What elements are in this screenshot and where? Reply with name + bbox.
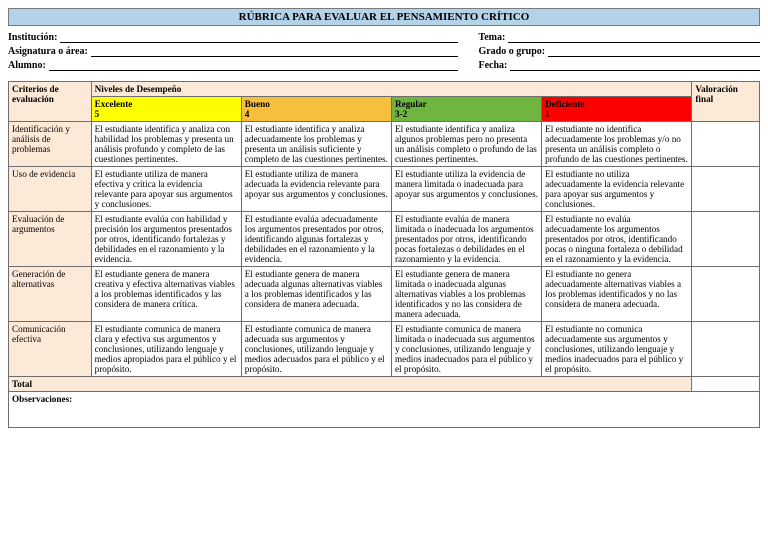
table-row: Uso de evidenciaEl estudiante utiliza de… — [9, 167, 760, 212]
criterion-cell: Identificación y análisis de problemas — [9, 122, 92, 167]
table-row: Identificación y análisis de problemasEl… — [9, 122, 760, 167]
field-line[interactable] — [510, 60, 760, 71]
descriptor-cell: El estudiante utiliza de manera efectiva… — [91, 167, 241, 212]
page-title: RÚBRICA PARA EVALUAR EL PENSAMIENTO CRÍT… — [8, 8, 760, 26]
header-right: Tema: Grado o grupo: Fecha: — [478, 32, 760, 71]
level-name: Deficiente — [545, 99, 688, 109]
field-label: Fecha: — [478, 60, 507, 71]
table-row: Generación de alternativasEl estudiante … — [9, 267, 760, 322]
descriptor-cell: El estudiante comunica de manera adecuad… — [241, 322, 391, 377]
table-row: Evaluación de argumentosEl estudiante ev… — [9, 212, 760, 267]
field-line[interactable] — [548, 46, 760, 57]
level-name: Bueno — [245, 99, 388, 109]
descriptor-cell: El estudiante comunica de manera limitad… — [391, 322, 541, 377]
level-num: 1 — [545, 109, 688, 119]
valoracion-cell[interactable] — [692, 122, 760, 167]
level-num: 5 — [95, 109, 238, 119]
criterion-cell: Generación de alternativas — [9, 267, 92, 322]
level-bueno: Bueno 4 — [241, 97, 391, 122]
criterion-cell: Uso de evidencia — [9, 167, 92, 212]
observaciones[interactable]: Observaciones: — [9, 392, 760, 428]
field-line[interactable] — [49, 60, 459, 71]
field-line[interactable] — [60, 32, 458, 43]
level-name: Excelente — [95, 99, 238, 109]
niveles-header: Niveles de Desempeño — [91, 82, 692, 97]
descriptor-cell: El estudiante no identifica adecuadament… — [542, 122, 692, 167]
descriptor-cell: El estudiante evalúa adecuadamente los a… — [241, 212, 391, 267]
valoracion-cell[interactable] — [692, 212, 760, 267]
level-deficiente: Deficiente 1 — [542, 97, 692, 122]
total-value[interactable] — [692, 377, 760, 392]
field-label: Alumno: — [8, 60, 46, 71]
field-line[interactable] — [91, 46, 459, 57]
descriptor-cell: El estudiante no comunica adecuadamente … — [542, 322, 692, 377]
descriptor-cell: El estudiante evalúa con habilidad y pre… — [91, 212, 241, 267]
descriptor-cell: El estudiante no genera adecuadamente al… — [542, 267, 692, 322]
descriptor-cell: El estudiante no utiliza adecuadamente l… — [542, 167, 692, 212]
field-tema: Tema: — [478, 32, 760, 43]
field-institucion: Institución: — [8, 32, 458, 43]
field-line[interactable] — [508, 32, 760, 43]
descriptor-cell: El estudiante utiliza la evidencia de ma… — [391, 167, 541, 212]
level-num: 4 — [245, 109, 388, 119]
descriptor-cell: El estudiante comunica de manera clara y… — [91, 322, 241, 377]
descriptor-cell: El estudiante genera de manera adecuada … — [241, 267, 391, 322]
descriptor-cell: El estudiante evalúa de manera limitada … — [391, 212, 541, 267]
descriptor-cell: El estudiante utiliza de manera adecuada… — [241, 167, 391, 212]
level-regular: Regular 3-2 — [391, 97, 541, 122]
descriptor-cell: El estudiante genera de manera limitada … — [391, 267, 541, 322]
descriptor-cell: El estudiante identifica y analiza con h… — [91, 122, 241, 167]
criteria-header: Criterios de evaluación — [9, 82, 92, 122]
level-name: Regular — [395, 99, 538, 109]
total-label: Total — [9, 377, 692, 392]
field-asignatura: Asignatura o área: — [8, 46, 458, 57]
valoracion-cell[interactable] — [692, 322, 760, 377]
descriptor-cell: El estudiante identifica y analiza adecu… — [241, 122, 391, 167]
criterion-cell: Comunicación efectiva — [9, 322, 92, 377]
header-left: Institución: Asignatura o área: Alumno: — [8, 32, 458, 71]
field-grado: Grado o grupo: — [478, 46, 760, 57]
field-label: Grado o grupo: — [478, 46, 545, 57]
field-label: Institución: — [8, 32, 57, 43]
level-num: 3-2 — [395, 109, 538, 119]
field-label: Tema: — [478, 32, 505, 43]
header-fields: Institución: Asignatura o área: Alumno: … — [8, 32, 760, 71]
table-row: Comunicación efectivaEl estudiante comun… — [9, 322, 760, 377]
field-fecha: Fecha: — [478, 60, 760, 71]
field-label: Asignatura o área: — [8, 46, 88, 57]
descriptor-cell: El estudiante genera de manera creativa … — [91, 267, 241, 322]
rubric-table: Criterios de evaluación Niveles de Desem… — [8, 81, 760, 428]
field-alumno: Alumno: — [8, 60, 458, 71]
valoracion-cell[interactable] — [692, 267, 760, 322]
level-excelente: Excelente 5 — [91, 97, 241, 122]
criterion-cell: Evaluación de argumentos — [9, 212, 92, 267]
descriptor-cell: El estudiante no evalúa adecuadamente lo… — [542, 212, 692, 267]
descriptor-cell: El estudiante identifica y analiza algun… — [391, 122, 541, 167]
valoracion-header: Valoración final — [692, 82, 760, 122]
valoracion-cell[interactable] — [692, 167, 760, 212]
